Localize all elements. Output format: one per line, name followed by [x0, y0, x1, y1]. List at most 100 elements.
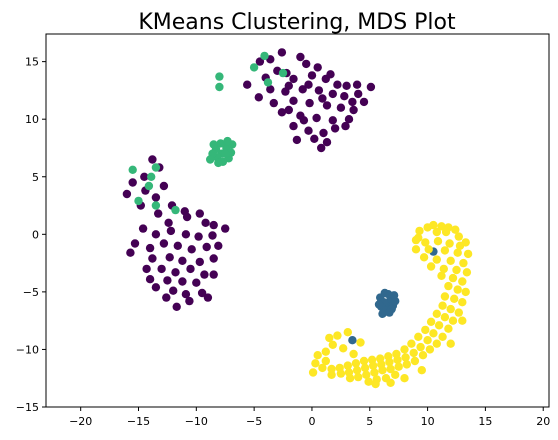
data-point-cluster_0-27	[336, 103, 346, 112]
data-point-cluster_2-13	[214, 158, 223, 168]
data-point-cluster_0-48	[299, 116, 309, 125]
data-point-cluster_3-34	[450, 294, 459, 303]
data-point-cluster_3-38	[454, 308, 463, 317]
data-point-cluster_3-77	[343, 361, 352, 370]
data-point-cluster_3-17	[453, 248, 462, 257]
data-point-cluster_0-50	[318, 94, 327, 103]
data-point-cluster_3-4	[451, 225, 460, 234]
data-point-cluster_3-70	[369, 361, 378, 370]
data-point-cluster_0-104	[162, 293, 171, 302]
x-tick-label: −15	[127, 415, 150, 428]
data-point-cluster_3-93	[321, 347, 330, 356]
data-point-cluster_3-72	[391, 370, 400, 379]
data-point-cluster_2-20	[278, 68, 288, 78]
data-point-cluster_3-89	[327, 370, 336, 379]
data-point-cluster_0-26	[322, 101, 332, 110]
data-point-cluster_3-48	[414, 332, 423, 341]
data-point-cluster_3-58	[401, 353, 410, 362]
data-point-cluster_0-20	[340, 92, 349, 101]
data-point-cluster_3-109	[415, 226, 424, 236]
data-point-cluster_3-40	[440, 313, 450, 322]
data-point-cluster_3-64	[385, 357, 394, 367]
data-point-cluster_0-46	[269, 98, 278, 108]
data-point-cluster_3-78	[352, 366, 362, 375]
data-point-cluster_3-102	[400, 374, 409, 383]
plot-frame	[45, 33, 550, 408]
data-point-cluster_0-24	[289, 96, 298, 106]
data-point-cluster_3-29	[458, 277, 467, 286]
data-point-cluster_3-27	[437, 271, 446, 280]
data-point-cluster_0-103	[197, 288, 207, 298]
data-point-cluster_2-26	[151, 201, 161, 210]
data-point-cluster_0-18	[314, 86, 324, 95]
data-point-cluster_0-28	[349, 105, 358, 115]
data-point-cluster_0-59	[151, 193, 161, 202]
y-tick-label: 10	[25, 113, 39, 126]
data-point-cluster_3-6	[441, 227, 451, 237]
data-point-cluster_3-15	[424, 245, 433, 254]
data-point-cluster_0-33	[344, 115, 354, 124]
data-point-cluster_0-88	[195, 257, 204, 267]
data-point-cluster_3-2	[437, 222, 446, 231]
data-point-cluster_2-19	[263, 78, 273, 87]
data-point-cluster_2-21	[128, 165, 137, 174]
data-point-cluster_3-97	[325, 333, 334, 343]
data-point-cluster_3-59	[410, 356, 420, 366]
data-point-cluster_3-68	[386, 364, 395, 374]
data-point-cluster_3-50	[432, 339, 441, 348]
data-point-cluster_3-54	[400, 345, 409, 354]
data-point-cluster_1-10	[378, 309, 387, 318]
data-point-cluster_1-11	[374, 300, 384, 309]
data-point-cluster_3-25	[452, 265, 461, 275]
data-point-cluster_3-32	[461, 287, 470, 297]
data-point-cluster_3-35	[458, 298, 467, 307]
chart-title: KMeans Clustering, MDS Plot	[138, 10, 456, 35]
data-point-cluster_0-99	[209, 270, 218, 279]
x-tick-label: 15	[478, 415, 492, 428]
data-point-cluster_0-38	[310, 134, 319, 143]
data-point-cluster_0-55	[140, 172, 149, 181]
data-point-cluster_3-53	[425, 345, 435, 354]
data-point-cluster_2-24	[144, 181, 154, 191]
data-point-cluster_0-85	[148, 254, 157, 263]
data-point-cluster_3-85	[327, 364, 336, 374]
data-point-cluster_0-2	[277, 48, 287, 57]
data-point-cluster_3-23	[426, 262, 436, 271]
y-tick-label: 0	[32, 228, 39, 241]
x-tick-label: −20	[69, 415, 92, 428]
data-point-cluster_0-41	[317, 143, 326, 153]
data-point-cluster_3-1	[429, 220, 438, 230]
data-point-cluster_0-67	[195, 209, 204, 218]
data-point-cluster_0-74	[181, 230, 191, 239]
y-tick-label: −15	[16, 401, 39, 414]
data-point-cluster_3-13	[461, 238, 470, 247]
data-point-cluster_3-79	[362, 370, 371, 379]
x-tick-label: 20	[536, 415, 550, 428]
data-point-cluster_0-15	[266, 85, 275, 94]
data-point-cluster_0-79	[159, 239, 169, 248]
data-point-cluster_3-47	[438, 332, 447, 341]
data-point-cluster_3-106	[446, 339, 455, 348]
data-point-cluster_0-77	[130, 239, 140, 248]
data-point-cluster_0-71	[138, 224, 148, 233]
data-point-cluster_3-49	[423, 336, 432, 345]
data-point-cluster_3-9	[421, 238, 430, 247]
data-point-cluster_3-84	[364, 377, 373, 386]
data-point-cluster_0-60	[122, 189, 132, 199]
data-point-cluster_0-66	[182, 212, 192, 222]
data-point-cluster_0-34	[289, 121, 298, 131]
data-point-cluster_0-105	[172, 302, 181, 311]
data-point-cluster_2-27	[171, 205, 180, 215]
data-point-cluster_3-94	[328, 340, 337, 349]
data-point-cluster_3-16	[440, 246, 450, 255]
data-point-cluster_3-86	[336, 369, 346, 378]
data-point-cluster_3-36	[438, 301, 447, 310]
data-point-cluster_2-23	[147, 172, 156, 181]
data-point-cluster_3-99	[339, 344, 348, 353]
data-point-cluster_3-103	[386, 378, 395, 387]
data-point-cluster_2-11	[209, 140, 218, 149]
x-tick-label: 0	[308, 415, 315, 428]
data-point-cluster_0-3	[296, 52, 305, 62]
data-point-cluster_2-9	[206, 155, 215, 164]
